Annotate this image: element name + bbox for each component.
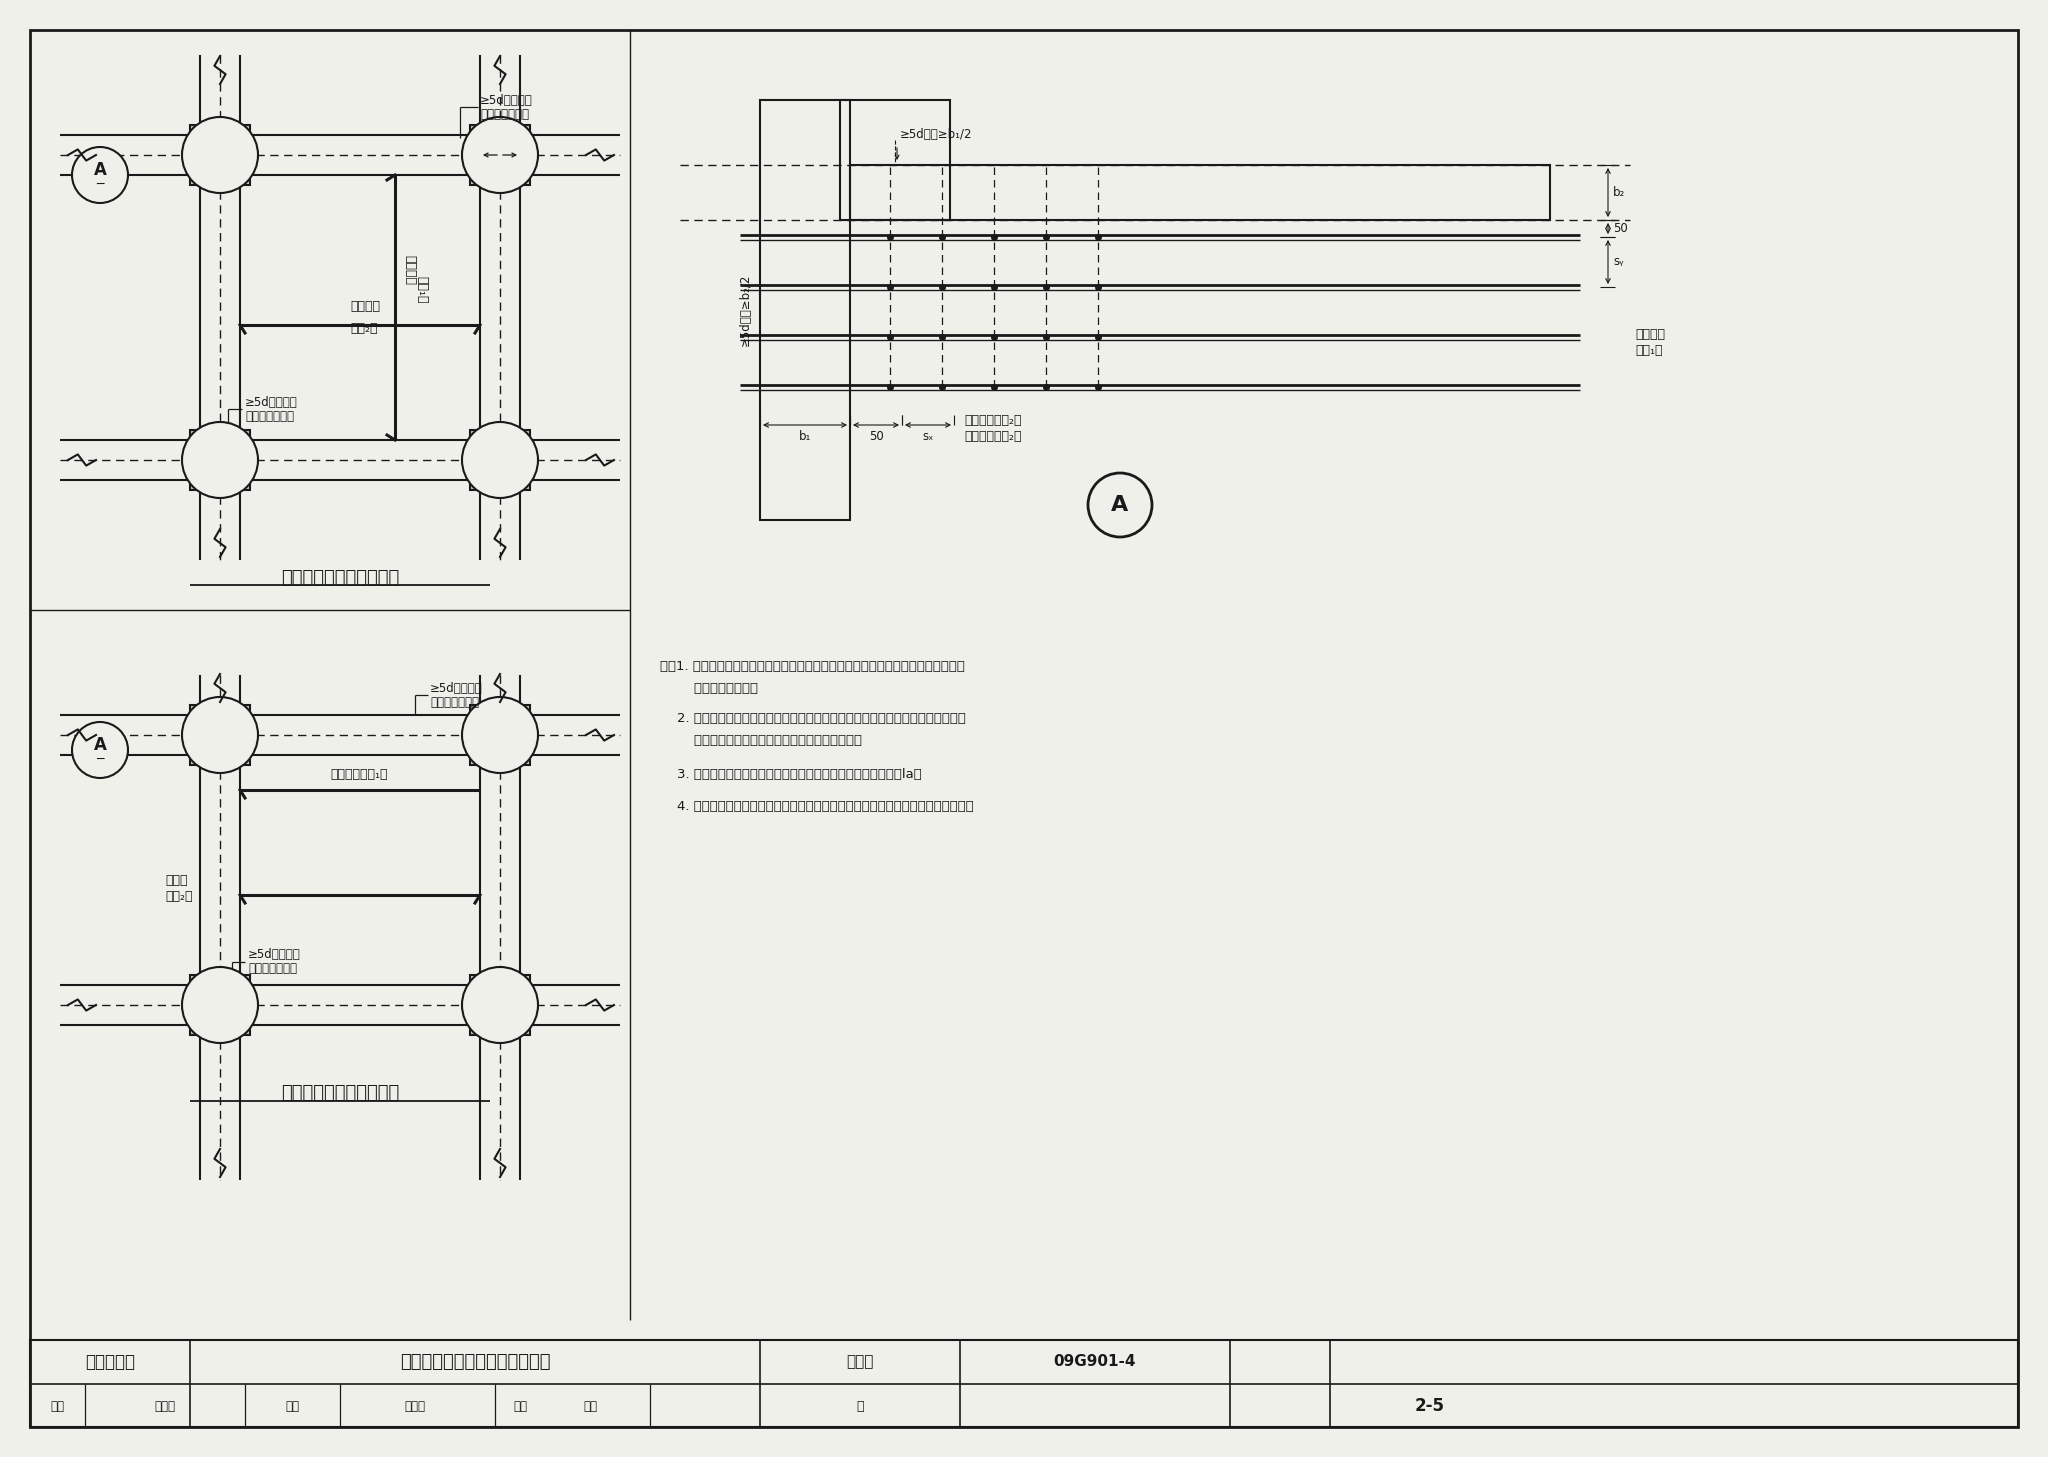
Bar: [31, 1340, 2017, 1426]
Text: 4. 当连续板内温度、收缩应力较大时，板下部钢筋伸入支座锚固长度宜适当增加。: 4. 当连续板内温度、收缩应力较大时，板下部钢筋伸入支座锚固长度宜适当增加。: [659, 800, 973, 813]
Text: A: A: [1112, 495, 1128, 514]
Text: 张月明: 张月明: [406, 1400, 426, 1412]
Text: 伸至支座中心线: 伸至支座中心线: [430, 695, 479, 708]
Text: 双向板下部钢筋排布构造: 双向板下部钢筋排布构造: [281, 570, 399, 587]
Text: 50: 50: [1614, 221, 1628, 235]
Bar: [190, 705, 250, 765]
Circle shape: [1087, 474, 1151, 538]
Circle shape: [182, 117, 258, 192]
Text: （下₁）: （下₁）: [416, 277, 428, 303]
Text: A: A: [94, 162, 106, 179]
Text: ≥5d，且≥b₁/2: ≥5d，且≥b₁/2: [899, 128, 973, 141]
Text: 2-5: 2-5: [1415, 1397, 1446, 1415]
Text: sᵧ: sᵧ: [1614, 255, 1624, 268]
Text: b₂: b₂: [1614, 186, 1626, 200]
Text: 伸至支座中心线: 伸至支座中心线: [248, 963, 297, 976]
Text: ─: ─: [96, 178, 104, 191]
Text: A: A: [94, 736, 106, 755]
Text: ≥5d，且≥b₂/2: ≥5d，且≥b₂/2: [739, 274, 752, 347]
Text: 明时，短跨方向钢筋应置于长跨方向钢筋之下。: 明时，短跨方向钢筋应置于长跨方向钢筋之下。: [659, 734, 862, 747]
Text: 筋排布构造相同。: 筋排布构造相同。: [659, 682, 758, 695]
Text: 伸至支座中心线: 伸至支座中心线: [479, 108, 528, 121]
Text: 姚刚: 姚刚: [584, 1400, 598, 1412]
Text: （下₂）: （下₂）: [166, 890, 193, 903]
Text: 受力钢筋（下₂）: 受力钢筋（下₂）: [965, 414, 1022, 427]
Text: ≥5d，且至少: ≥5d，且至少: [248, 949, 301, 962]
Bar: [469, 125, 530, 185]
Text: 09G901-4: 09G901-4: [1055, 1355, 1137, 1370]
Circle shape: [463, 423, 539, 498]
Text: （下₂）: （下₂）: [350, 322, 377, 335]
Text: 受力钢筋: 受力钢筋: [1634, 328, 1665, 341]
Text: sₓ: sₓ: [922, 430, 934, 443]
Text: 普通现浇板: 普通现浇板: [86, 1354, 135, 1371]
Bar: [190, 125, 250, 185]
Bar: [190, 975, 250, 1034]
Text: 2. 双向板下部两向交叉钢筋上、下位置关系应按具体设计说明排布，当设计未说: 2. 双向板下部两向交叉钢筋上、下位置关系应按具体设计说明排布，当设计未说: [659, 712, 967, 726]
Circle shape: [182, 696, 258, 774]
Bar: [850, 165, 1550, 220]
Text: 单向板下部钢筋排布构造: 单向板下部钢筋排布构造: [281, 1084, 399, 1101]
Circle shape: [463, 967, 539, 1043]
Bar: [190, 430, 250, 490]
Text: 受力钢筋（下₁）: 受力钢筋（下₁）: [330, 768, 387, 781]
Text: 页: 页: [856, 1400, 864, 1412]
Circle shape: [463, 117, 539, 192]
Text: 校对: 校对: [285, 1400, 299, 1412]
Text: （下₁）: （下₁）: [1634, 344, 1663, 357]
Text: 受力钢筋: 受力钢筋: [350, 300, 381, 313]
Text: ─: ─: [96, 752, 104, 765]
Text: 分布筋: 分布筋: [166, 874, 188, 886]
Bar: [469, 430, 530, 490]
Bar: [760, 101, 850, 520]
Text: b₁: b₁: [799, 430, 811, 443]
Circle shape: [72, 147, 127, 203]
Text: 苟继东: 苟继东: [154, 1400, 176, 1412]
Text: 审核: 审核: [49, 1400, 63, 1412]
Text: 3. 在架板式转换层的板中，受力钢筋伸入支座的锚固长度应为la。: 3. 在架板式转换层的板中，受力钢筋伸入支座的锚固长度应为la。: [659, 768, 922, 781]
Text: 图集号: 图集号: [846, 1355, 874, 1370]
Text: 注：1. 图中板支座均按梁绘制，当板支座为混凝土剪力墙、砌体墙圈梁时，板下部钢: 注：1. 图中板支座均按梁绘制，当板支座为混凝土剪力墙、砌体墙圈梁时，板下部钢: [659, 660, 965, 673]
Text: 50: 50: [868, 430, 883, 443]
Bar: [469, 705, 530, 765]
Text: 楼板、屋面板下部钢筋排布构造: 楼板、屋面板下部钢筋排布构造: [399, 1354, 551, 1371]
Text: 伸至支座中心线: 伸至支座中心线: [246, 409, 295, 423]
Text: ≥5d，且至少: ≥5d，且至少: [479, 93, 532, 106]
Circle shape: [463, 696, 539, 774]
Text: ≥5d，且至少: ≥5d，且至少: [246, 395, 297, 408]
Bar: [840, 101, 950, 220]
Text: 或分布筋（下₂）: 或分布筋（下₂）: [965, 430, 1022, 443]
Circle shape: [182, 423, 258, 498]
Text: 设计: 设计: [512, 1400, 526, 1412]
Circle shape: [72, 723, 127, 778]
Text: ≥5d，且至少: ≥5d，且至少: [430, 682, 483, 695]
Circle shape: [182, 967, 258, 1043]
Bar: [469, 975, 530, 1034]
Text: 受力钢筋: 受力钢筋: [403, 255, 416, 286]
